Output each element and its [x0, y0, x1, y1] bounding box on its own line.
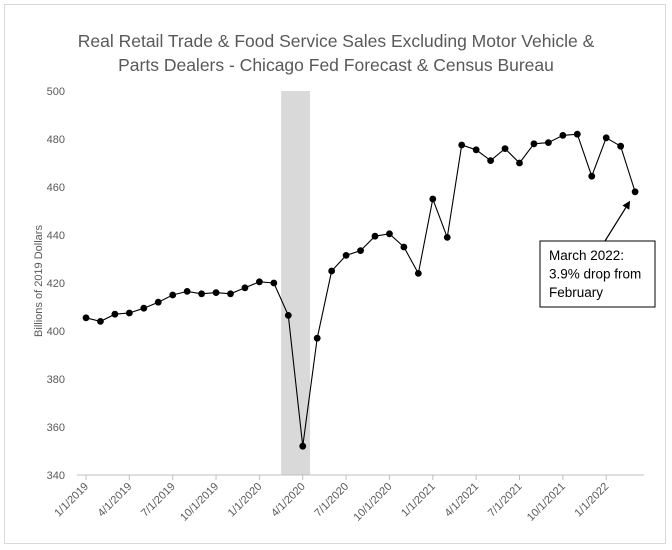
data-point: [400, 243, 408, 251]
y-tick-label: 500: [47, 86, 65, 98]
data-point: [342, 252, 350, 259]
x-tick-label: 7/1/2021: [486, 481, 525, 520]
data-point: [559, 132, 567, 139]
data-point: [357, 247, 364, 255]
x-tick-label: 4/1/2021: [443, 481, 482, 520]
data-point: [169, 291, 177, 299]
y-tick-label: 400: [47, 326, 65, 338]
recession-shade: [281, 91, 310, 475]
data-point: [501, 145, 509, 153]
data-point: [371, 232, 379, 240]
y-tick-label: 440: [47, 230, 65, 242]
x-tick-label: 7/1/2020: [312, 481, 351, 520]
data-point: [111, 310, 119, 318]
data-point: [429, 195, 437, 203]
data-point: [328, 267, 336, 275]
data-point: [573, 130, 581, 138]
annotation-arrowhead: [622, 200, 631, 210]
data-point: [313, 334, 321, 342]
data-point: [198, 290, 206, 298]
data-point: [631, 188, 639, 196]
x-tick-label: 10/1/2019: [178, 481, 221, 524]
data-point: [270, 279, 278, 287]
data-point: [140, 304, 148, 312]
data-point: [212, 289, 220, 296]
x-tick-label: 1/1/2021: [399, 481, 438, 520]
x-tick-labels: 1/1/2019 4/1/2019 7/1/2019 10/1/2019 1/1/202…: [52, 475, 611, 524]
chart-title-line-1: Real Retail Trade & Food Service Sales E…: [78, 31, 595, 51]
x-tick-label: 1/1/2019: [52, 481, 91, 520]
y-tick-label: 460: [47, 182, 65, 194]
data-point: [97, 318, 104, 325]
data-point: [299, 442, 307, 450]
annotation-line-2: 3.9% drop from: [549, 267, 641, 282]
data-point: [487, 157, 494, 165]
x-tick-label: 4/1/2019: [96, 481, 135, 520]
annotation-box: [539, 240, 656, 308]
data-point: [588, 172, 596, 180]
data-point: [227, 290, 234, 298]
data-point: [458, 141, 466, 149]
y-tick-label: 360: [47, 422, 65, 434]
chart-title: Real Retail Trade & Food Service Sales E…: [78, 31, 595, 75]
x-tick-label: 10/1/2020: [351, 481, 394, 524]
data-point: [414, 270, 422, 277]
data-point: [516, 159, 523, 167]
annotation: March 2022: 3.9% drop from February: [539, 200, 656, 308]
chart-svg: Real Retail Trade & Food Service Sales E…: [33, 31, 656, 524]
data-point: [443, 234, 451, 241]
x-tick-label: 1/1/2020: [226, 481, 265, 520]
data-point: [241, 284, 249, 292]
chart-title-line-2: Parts Dealers - Chicago Fed Forecast & C…: [118, 55, 554, 75]
data-point: [386, 230, 393, 238]
data-point: [545, 139, 552, 147]
y-tick-label: 420: [47, 278, 65, 290]
data-point: [617, 142, 625, 150]
data-point: [530, 140, 538, 148]
y-axis-label: Billions of 2019 Dollars: [33, 225, 45, 337]
data-point: [154, 298, 162, 306]
data-point: [183, 288, 191, 295]
x-tick-label: 7/1/2019: [139, 481, 178, 520]
y-tick-label: 480: [47, 134, 65, 146]
x-tick-label: 1/1/2022: [573, 481, 612, 520]
annotation-line-1: March 2022:: [549, 248, 624, 263]
data-point: [602, 134, 610, 142]
series-layer: [82, 130, 639, 450]
shaded-region-layer: [281, 91, 310, 475]
x-tick-label: 10/1/2021: [525, 481, 568, 524]
x-tick-label: 4/1/2020: [269, 481, 308, 520]
chart-frame: Real Retail Trade & Food Service Sales E…: [4, 4, 666, 544]
y-tick-labels: 340 360 380 400 420 440 460 480 500: [47, 86, 65, 482]
data-point: [125, 309, 133, 317]
annotation-arrow: [604, 207, 627, 242]
y-tick-label: 380: [47, 374, 65, 386]
data-point: [256, 278, 263, 286]
data-point: [472, 146, 480, 154]
data-point: [82, 314, 90, 322]
data-point: [284, 312, 292, 319]
annotation-line-3: February: [549, 285, 603, 300]
y-tick-label: 340: [47, 470, 65, 482]
